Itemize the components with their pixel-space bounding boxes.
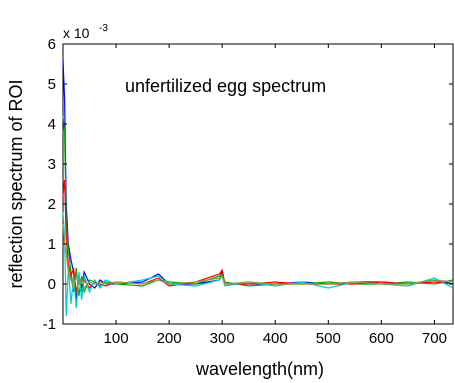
y-tick-label: 1 xyxy=(48,236,56,253)
y-axis-label: reflection spectrum of ROI xyxy=(6,79,26,288)
y-tick-label: 0 xyxy=(48,276,56,293)
x-tick-label: 200 xyxy=(157,330,182,347)
x-tick-label: 500 xyxy=(316,330,341,347)
y-exponent-power: -3 xyxy=(99,23,108,34)
y-tick-label: 3 xyxy=(48,156,56,173)
series-line-5 xyxy=(62,223,454,291)
ticks-layer: 100 200 300 400 500 600 700 -1 0 1 2 3 4 5 6 xyxy=(43,36,453,347)
x-axis-label: wavelength(nm) xyxy=(195,359,324,379)
chart-annotation: unfertilized egg spectrum xyxy=(125,76,326,96)
y-tick-label: 6 xyxy=(48,36,56,53)
x-tick-label: 100 xyxy=(104,330,129,347)
y-tick-label: 2 xyxy=(48,196,56,213)
x-tick-label: 600 xyxy=(369,330,394,347)
y-tick-label: -1 xyxy=(43,316,56,333)
x-tick-label: 300 xyxy=(210,330,235,347)
plot-frame xyxy=(62,43,454,325)
series-layer xyxy=(62,59,454,317)
y-tick-label: 4 xyxy=(48,116,56,133)
x-tick-label: 400 xyxy=(263,330,288,347)
x-tick-label: 700 xyxy=(422,330,447,347)
y-tick-label: 5 xyxy=(48,76,56,93)
series-line-2 xyxy=(62,115,454,297)
series-line-4 xyxy=(62,211,454,317)
y-exponent-prefix: x 10 xyxy=(63,25,90,41)
